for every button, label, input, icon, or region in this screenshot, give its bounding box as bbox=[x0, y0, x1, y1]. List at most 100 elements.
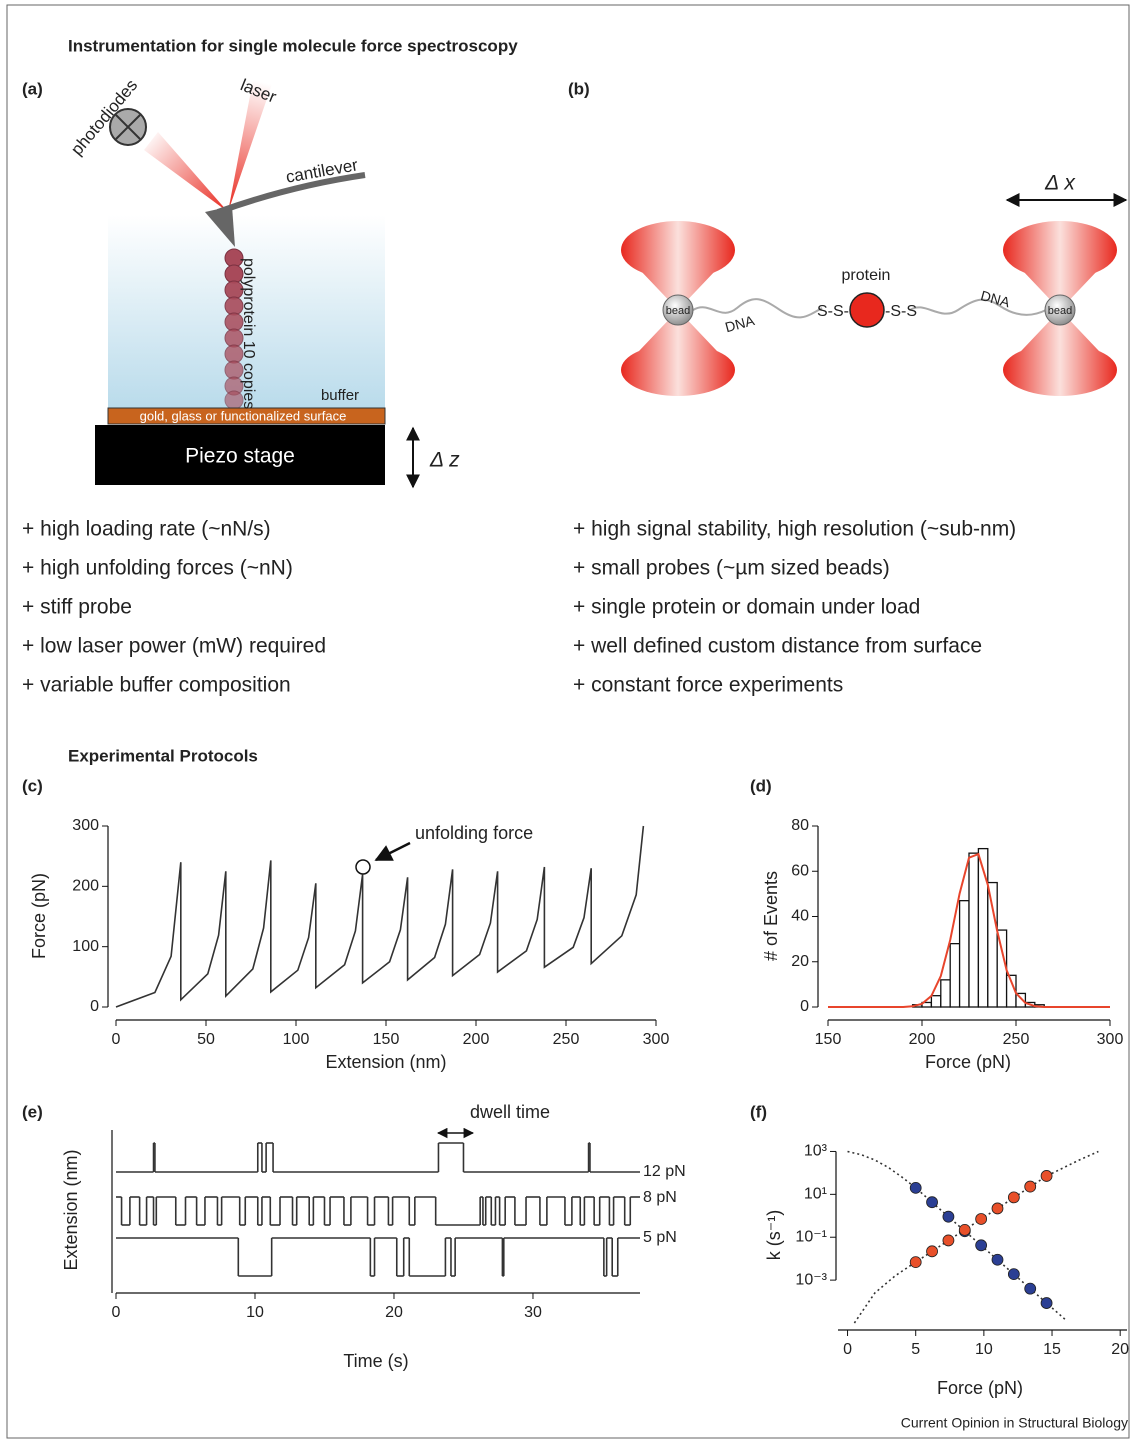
x-tick-label: 15 bbox=[1043, 1341, 1061, 1358]
panel-label: (b) bbox=[568, 79, 590, 98]
bar bbox=[958, 900, 970, 1008]
x-tick-label: 150 bbox=[373, 1031, 400, 1048]
x-tick-label: 5 bbox=[911, 1341, 920, 1358]
x-tick-label: 50 bbox=[197, 1031, 215, 1048]
x-tick-label: 0 bbox=[843, 1341, 852, 1358]
bar bbox=[987, 881, 998, 1008]
label: DNA bbox=[979, 287, 1012, 310]
y-tick-label: 20 bbox=[791, 953, 809, 970]
y-tick-label: 10⁻¹ bbox=[795, 1228, 827, 1245]
label: Piezo stage bbox=[185, 445, 295, 468]
bar bbox=[940, 979, 951, 1008]
x-tick-label: 200 bbox=[463, 1031, 490, 1048]
point bbox=[991, 1253, 1004, 1266]
label: -S-S bbox=[885, 303, 917, 320]
list-item: + single protein or domain under load bbox=[573, 596, 920, 619]
annotation: dwell time bbox=[470, 1102, 550, 1122]
point bbox=[909, 1256, 922, 1269]
label: DNA bbox=[723, 312, 756, 335]
x-tick-label: 10 bbox=[975, 1341, 993, 1358]
bar bbox=[1015, 992, 1027, 1008]
series-label: 8 pN bbox=[643, 1189, 677, 1206]
list-item: + variable buffer composition bbox=[22, 674, 291, 697]
series-label: 12 pN bbox=[643, 1163, 686, 1180]
point bbox=[1007, 1191, 1020, 1204]
y-tick-label: 60 bbox=[791, 862, 809, 879]
fit-line bbox=[853, 1150, 1099, 1324]
y-tick-label: 10³ bbox=[804, 1143, 828, 1160]
y-tick-label: 100 bbox=[72, 938, 99, 955]
y-axis-label: # of Events bbox=[761, 871, 781, 961]
afm-diagram bbox=[95, 80, 420, 489]
panel-label: (d) bbox=[750, 776, 772, 795]
label: gold, glass or functionalized surface bbox=[140, 408, 347, 423]
figure-title: Instrumentation for single molecule forc… bbox=[68, 36, 518, 55]
x-tick-label: 20 bbox=[1111, 1341, 1129, 1358]
y-axis-label: Extension (nm) bbox=[61, 1149, 81, 1270]
x-axis-label: Time (s) bbox=[343, 1351, 408, 1371]
x-axis-label: Force (pN) bbox=[925, 1052, 1011, 1072]
x-tick-label: 150 bbox=[815, 1031, 842, 1048]
list-item: + high loading rate (~nN/s) bbox=[22, 518, 271, 541]
label: bead bbox=[1048, 305, 1072, 317]
point bbox=[1024, 1282, 1037, 1295]
bar bbox=[930, 995, 942, 1008]
data-line bbox=[115, 825, 645, 1008]
list-item: + constant force experiments bbox=[573, 674, 843, 697]
point bbox=[942, 1210, 955, 1223]
point bbox=[1024, 1180, 1037, 1193]
point bbox=[942, 1234, 955, 1247]
point bbox=[926, 1245, 938, 1258]
x-tick-label: 250 bbox=[1003, 1031, 1030, 1048]
y-tick-label: 0 bbox=[90, 998, 99, 1015]
point bbox=[926, 1196, 938, 1209]
list-item: + low laser power (mW) required bbox=[22, 635, 326, 658]
label: polyprotein 10 copies bbox=[240, 258, 257, 409]
point bbox=[1040, 1170, 1053, 1182]
series-label: 5 pN bbox=[643, 1229, 677, 1246]
list-item: + stiff probe bbox=[22, 596, 132, 619]
list-item: + well defined custom distance from surf… bbox=[573, 635, 982, 658]
x-tick-label: 20 bbox=[385, 1304, 403, 1321]
point bbox=[958, 1223, 971, 1236]
panel-label: (c) bbox=[22, 776, 43, 795]
x-tick-label: 300 bbox=[1097, 1031, 1124, 1048]
x-tick-label: 200 bbox=[909, 1031, 936, 1048]
point bbox=[975, 1213, 988, 1225]
label: S-S- bbox=[817, 303, 849, 320]
y-axis-label: Force (pN) bbox=[29, 873, 49, 959]
point bbox=[1040, 1297, 1053, 1309]
y-tick-label: 40 bbox=[791, 908, 809, 925]
label: bead bbox=[666, 305, 690, 317]
point bbox=[1007, 1268, 1020, 1281]
list-item: + small probes (~µm sized beads) bbox=[573, 557, 890, 580]
list-item: + high signal stability, high resolution… bbox=[573, 518, 1016, 541]
label: buffer bbox=[321, 387, 359, 404]
x-axis-label: Force (pN) bbox=[937, 1378, 1023, 1398]
panel-label: (e) bbox=[22, 1102, 43, 1121]
list-item: + high unfolding forces (~nN) bbox=[22, 557, 293, 580]
point bbox=[909, 1181, 922, 1194]
panel-label: (f) bbox=[750, 1102, 767, 1121]
fit-line bbox=[828, 852, 1110, 1008]
y-tick-label: 10⁻³ bbox=[795, 1271, 827, 1288]
annotation-marker bbox=[355, 859, 371, 875]
x-tick-label: 100 bbox=[283, 1031, 310, 1048]
label: Δ x bbox=[1044, 172, 1076, 195]
x-tick-label: 250 bbox=[553, 1031, 580, 1048]
label: Δ z bbox=[429, 449, 460, 472]
annotation-arrow bbox=[374, 841, 411, 862]
bar bbox=[996, 929, 1008, 1008]
y-tick-label: 80 bbox=[791, 817, 809, 834]
bar bbox=[968, 852, 980, 1008]
border bbox=[6, 4, 1130, 1439]
y-tick-label: 10¹ bbox=[804, 1186, 827, 1203]
x-tick-label: 0 bbox=[112, 1031, 121, 1048]
optical-trap-diagram bbox=[621, 193, 1128, 396]
bar bbox=[949, 943, 961, 1008]
fit-line bbox=[847, 1150, 1067, 1321]
y-axis-label: k (s⁻¹) bbox=[764, 1210, 784, 1260]
point bbox=[975, 1239, 988, 1252]
